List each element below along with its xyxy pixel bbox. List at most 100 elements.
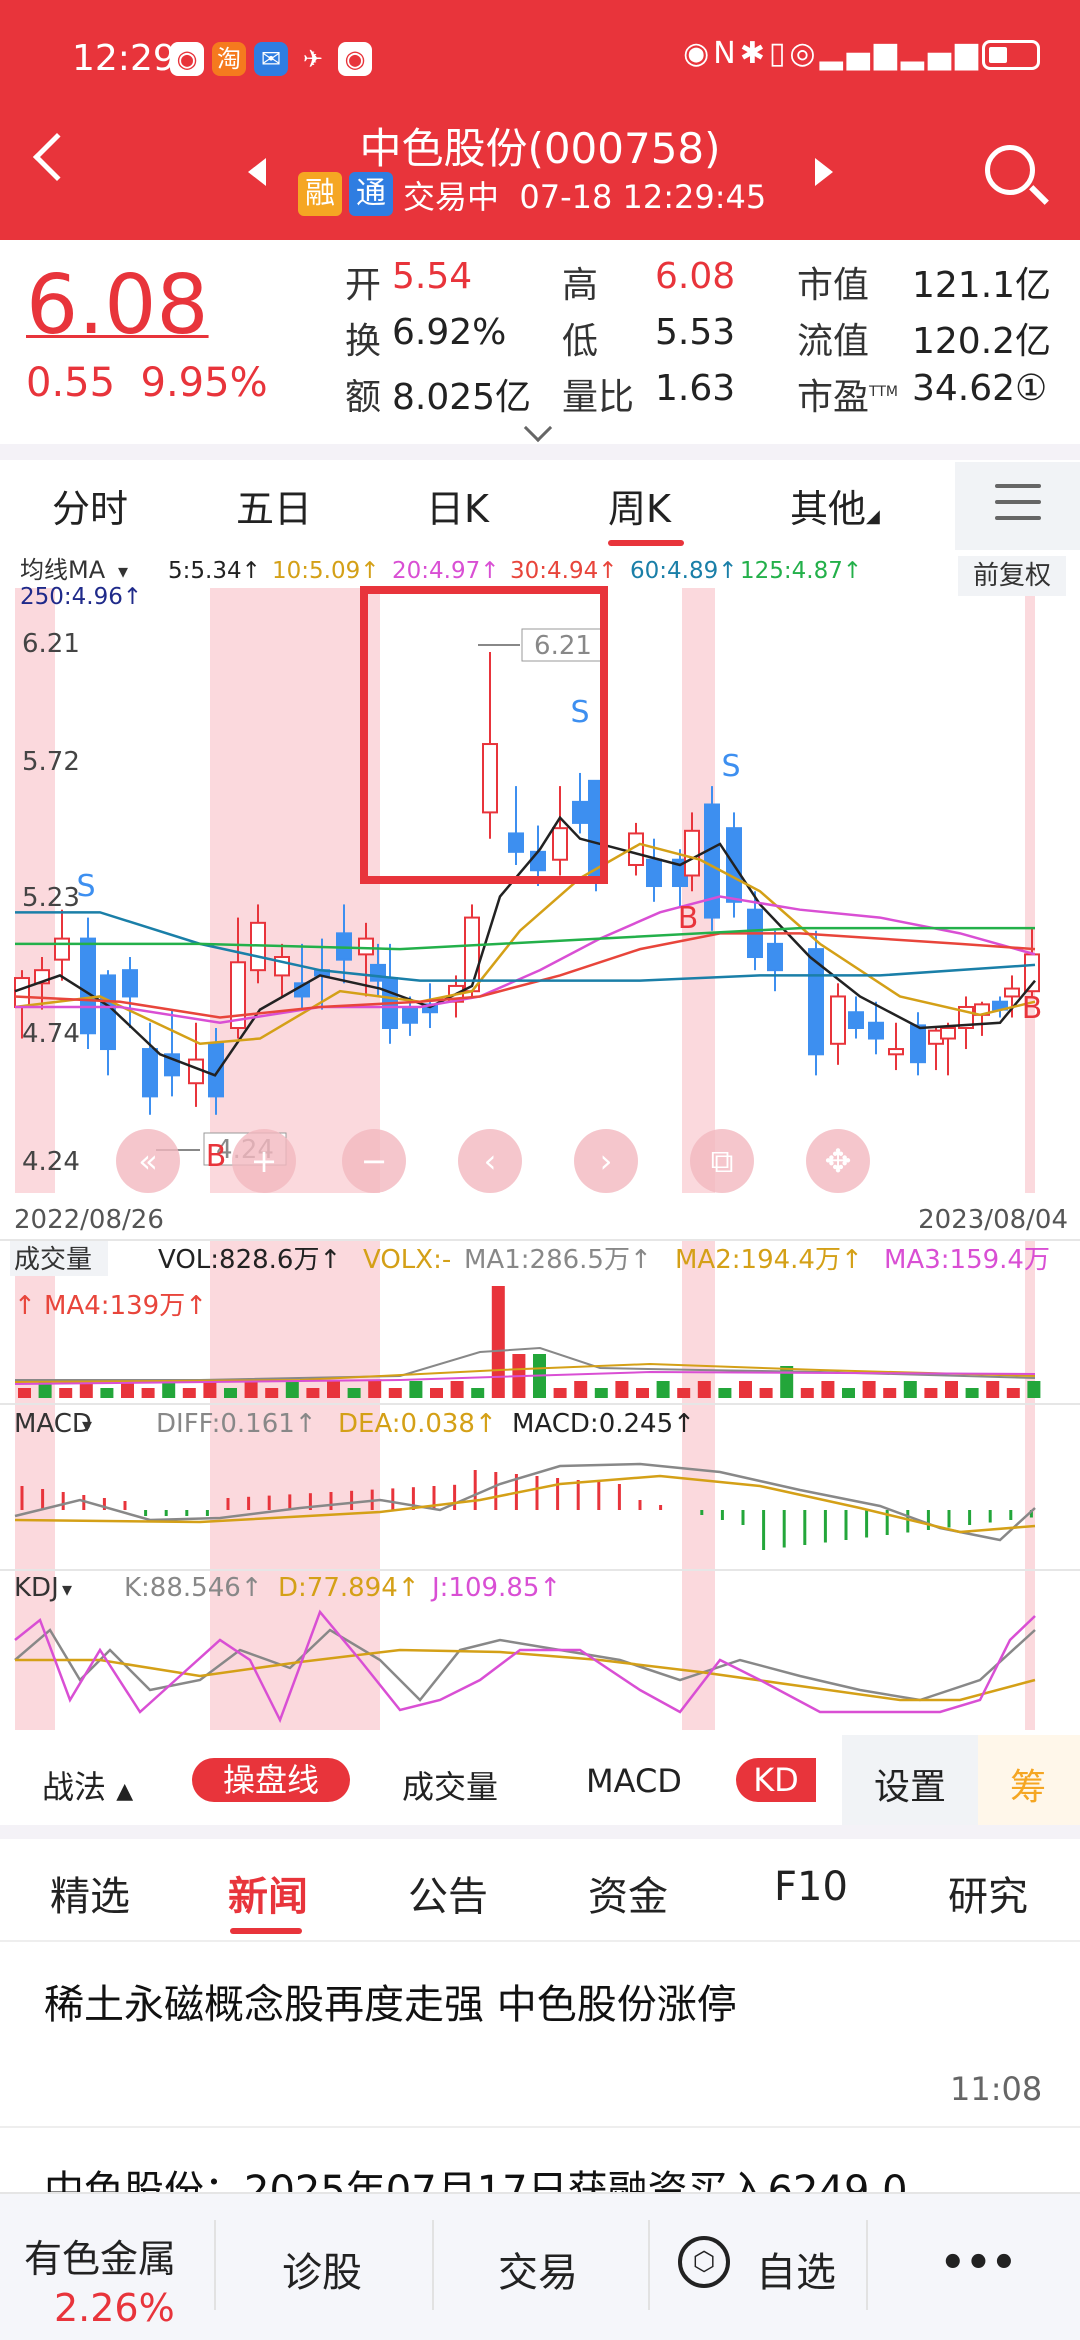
kdj-label: KDJ (14, 1573, 59, 1603)
volume-bar (306, 1388, 320, 1398)
volume-bar (1027, 1381, 1041, 1398)
tab-fenshi[interactable]: 分时 (52, 487, 129, 531)
prev-stock-icon[interactable] (248, 158, 266, 186)
divider (0, 1940, 1080, 1942)
price-axis-label: 5.72 (22, 747, 80, 777)
volume-bar (244, 1381, 258, 1398)
zoom-control (458, 1129, 522, 1193)
volume-bar (471, 1388, 485, 1398)
volume-bar (945, 1381, 958, 1398)
tab-other[interactable]: 其他◢ (790, 487, 880, 531)
candle-body (910, 1024, 926, 1064)
browser-icon: ◉ (170, 42, 204, 76)
status-icons: ◉N✱▯◎▂▄▆▂▄▆ (683, 36, 1040, 71)
quote-label: 市盈TTM (797, 377, 898, 418)
signal-icon: ▂▄▆ (900, 36, 982, 71)
zoom-control-icon: ✥ (825, 1142, 852, 1180)
ma-legend-item: 30:4.94↑ (510, 558, 618, 584)
price-change: 0.55 9.95% (26, 360, 268, 406)
list-settings-icon[interactable] (995, 484, 1041, 524)
macd-button[interactable]: MACD (586, 1762, 682, 1800)
volume-bar (182, 1388, 196, 1398)
quote-label: 高 (562, 265, 599, 306)
nav-diagnose[interactable]: 诊股 (282, 2250, 362, 2296)
volume-bar (759, 1388, 773, 1398)
ma-legend-item: 5:5.34↑ (168, 558, 261, 584)
volume-bar (327, 1381, 340, 1398)
volume-bar (450, 1381, 464, 1398)
volume-label-box (10, 1240, 108, 1276)
vol-ma3: MA3:159.4万 (884, 1245, 1050, 1275)
nav-more[interactable]: ••• (940, 2240, 1017, 2286)
tab-news[interactable]: 新闻 (228, 1874, 308, 1920)
candle-body (552, 827, 568, 861)
candle-body (100, 974, 116, 1051)
tab-zijin[interactable]: 资金 (588, 1874, 668, 1920)
candle-body (684, 829, 700, 877)
volume-bar (986, 1381, 1000, 1398)
hotspot-icon: ◎ (789, 36, 820, 71)
volume-bar (79, 1381, 93, 1398)
news-item-title[interactable]: 稀土永磁概念股再度走强 中色股份涨停 (44, 1982, 737, 2028)
tab-jingxuan[interactable]: 精选 (50, 1874, 130, 1920)
menu-button[interactable] (955, 462, 1080, 550)
volume-bar (491, 1286, 505, 1398)
price-axis-label: 4.74 (22, 1019, 80, 1049)
kdj-k: K:88.546↑ (124, 1573, 263, 1603)
volume-bar (924, 1388, 938, 1398)
volume-bar (141, 1388, 155, 1398)
bottom-nav (0, 2192, 1080, 2340)
nav-watchlist[interactable]: 自选 (756, 2250, 836, 2296)
zhanfa-menu[interactable]: 战法 ▲ (42, 1768, 134, 1806)
tab-gonggao[interactable]: 公告 (408, 1874, 488, 1920)
active-tab-underline (608, 540, 684, 546)
chengjiao-button[interactable]: 成交量 (402, 1768, 499, 1806)
high-mark-box (521, 628, 605, 662)
candle-body (767, 942, 783, 972)
news-item-time: 11:08 (950, 2070, 1043, 2108)
kline-chart[interactable]: 均线MA ▾ 5:5.34↑ 10:5.09↑ 20:4.97↑ 30:4.94↑ 60:4… (0, 548, 1080, 1733)
shade-band (1025, 1240, 1035, 1730)
macd-value: MACD:0.245↑ (512, 1409, 695, 1439)
shade-band (1025, 588, 1035, 1193)
volume-bar (677, 1388, 691, 1398)
kd-button[interactable]: KD (736, 1758, 816, 1802)
candle-body (358, 937, 374, 956)
volume-bar (368, 1381, 382, 1398)
ma10-line (14, 842, 1036, 1046)
divider (432, 2220, 434, 2310)
tab-zhouk[interactable]: 周K (608, 487, 671, 531)
caopan-button[interactable]: 操盘线 (192, 1758, 350, 1802)
signal-icon: ▂▄▆ (819, 36, 901, 71)
volume-bar (739, 1381, 752, 1398)
tab-f10[interactable]: F10 (774, 1864, 848, 1910)
search-icon[interactable] (985, 145, 1035, 195)
watchlist-icon[interactable]: ⬡ (678, 2236, 730, 2288)
sector-name[interactable]: 有色金属 (24, 2237, 177, 2281)
dropdown-icon: ▾ (62, 1577, 72, 1601)
candle-body (940, 1027, 956, 1040)
zoom-control (574, 1129, 638, 1193)
candle-body (646, 858, 662, 888)
adjust-button: 前复权 (973, 561, 1051, 591)
tab-rik[interactable]: 日K (426, 487, 489, 531)
settings-button[interactable]: 设置 (874, 1767, 947, 1808)
next-stock-icon[interactable] (815, 158, 833, 186)
kdj-j-line (14, 1609, 1036, 1724)
candle-body (508, 832, 524, 853)
divider (0, 1825, 1080, 1839)
quote-label: 市值 (797, 265, 870, 306)
tab-research[interactable]: 研究 (948, 1874, 1028, 1920)
chip-button[interactable]: 筹 (1010, 1767, 1047, 1808)
tab-wuri[interactable]: 五日 (236, 487, 313, 531)
candle-body (482, 743, 498, 814)
price-axis-label: 4.24 (22, 1147, 80, 1177)
macd-dea: DEA:0.038↑ (338, 1409, 497, 1439)
volume-label: 成交量 (14, 1245, 92, 1275)
quote-value: 120.2亿 (912, 321, 1052, 362)
volume-bar (224, 1388, 237, 1398)
browser-icon: ◉ (338, 42, 372, 76)
zoom-control-icon: − (361, 1142, 388, 1180)
nav-trade[interactable]: 交易 (498, 2250, 578, 2296)
kdj-j: J:109.85↑ (430, 1573, 561, 1603)
